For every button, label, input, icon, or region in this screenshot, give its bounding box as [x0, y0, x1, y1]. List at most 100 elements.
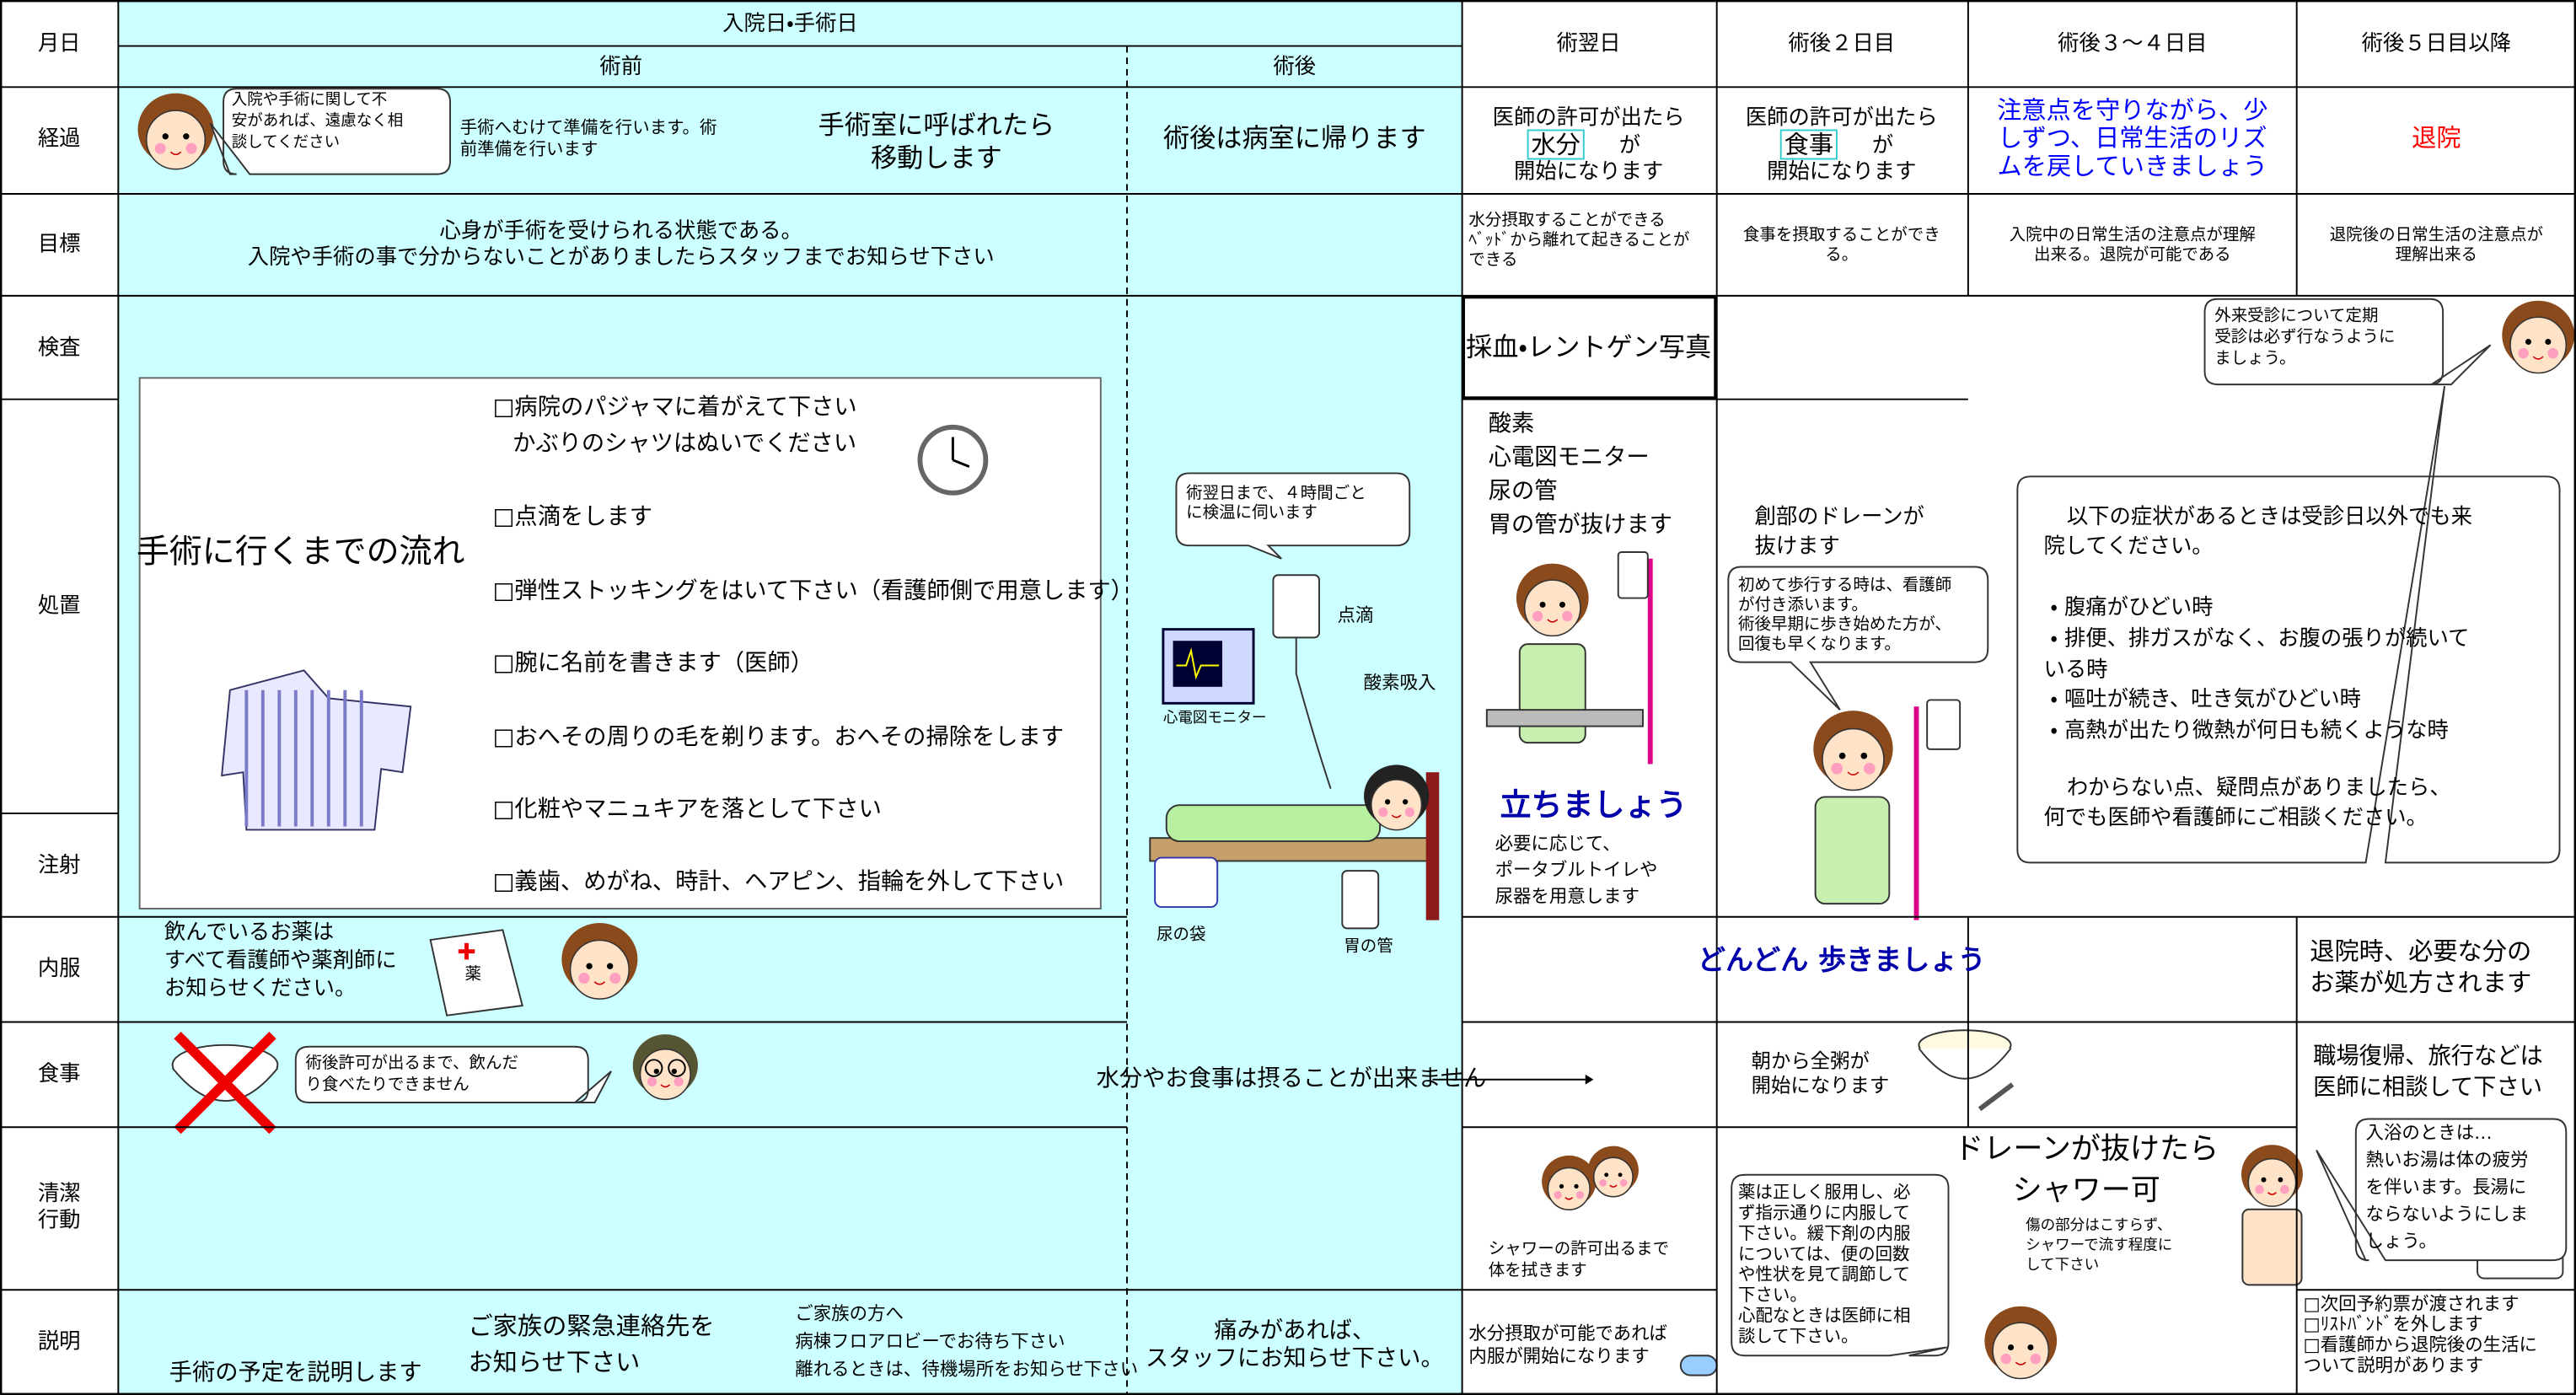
mouth	[1564, 1197, 1574, 1200]
text-line: □看護師から退院後の生活に	[2303, 1335, 2536, 1356]
face	[639, 1048, 691, 1101]
row-label: 目標	[38, 230, 81, 255]
text-line: 前準備を行います	[460, 138, 598, 158]
speech-bubble	[2016, 385, 2561, 864]
cheek	[1831, 762, 1843, 775]
cell-text: ご家族の緊急連絡先をお知らせ下さい	[468, 1312, 714, 1376]
medicine-bag	[429, 929, 523, 1017]
cell-text: 術後は病室に帰ります	[1163, 124, 1426, 154]
text-line: ご家族の方へ	[795, 1303, 904, 1324]
text-line: 手術室に呼ばれたら	[818, 110, 1055, 141]
cell-text: 入院中の日常生活の注意点が理解出来る。退院が可能である	[2010, 224, 2256, 263]
cell-text: 食事	[1784, 130, 1833, 158]
text-line: 談して下さい。	[1738, 1326, 1859, 1346]
cell-text: 退院後の日常生活の注意点が理解出来る	[2330, 224, 2543, 263]
cell-text: 初めて歩行する時は、看護師が付き添います。術後早期に歩き始めた方が、回復も早くな…	[1738, 574, 1951, 652]
cell-text: □病院のパジャマに着がえて下さいかぶりのシャツはぬいでください	[493, 394, 857, 456]
cheek	[647, 1076, 657, 1086]
row-label: 経過	[38, 126, 81, 151]
cheek	[609, 972, 621, 985]
eye	[671, 1068, 678, 1075]
text-line: 病棟フロアロビーでお待ち下さい	[795, 1332, 1065, 1353]
eye	[1838, 752, 1846, 759]
cell-text: 医師の許可が出たら	[1746, 104, 1938, 129]
text-line: お知らせください。	[164, 975, 356, 1001]
cell-text: 薬は正しく服用し、必ず指示通りに内服して下さい。緩下剤の内服については、便の回数…	[1738, 1182, 1911, 1346]
text-line: 離れるときは、待機場所をお知らせ下さい	[795, 1360, 1138, 1381]
glasses	[668, 1059, 686, 1077]
cell-text: 創部のドレーンが抜けます	[1755, 503, 1924, 558]
text-line: 痛みがあれば、	[1214, 1317, 1375, 1343]
text-line: ・ 嘔吐が続き、吐き気がひどい時	[2050, 685, 2361, 711]
cheek	[2000, 1353, 2011, 1365]
cell-text: 心身が手術を受けられる状態である。入院や手術の事で分からないことがありましたらス…	[248, 217, 995, 269]
eye	[2261, 1177, 2267, 1183]
cell-text: 注意点を守りながら、少しずつ、日常生活のリズムを戻していきましょう	[1997, 96, 2267, 180]
mouth	[169, 151, 182, 156]
text-line: ムを戻していきましょう	[1998, 152, 2268, 180]
text-line: 術後許可が出るまで、飲んだ	[306, 1053, 519, 1072]
cell-text: 水分	[1531, 130, 1580, 158]
text-line: 出来る。退院が可能である	[2034, 244, 2231, 264]
face	[1523, 579, 1581, 637]
text-line: お薬が処方されます	[2310, 968, 2531, 997]
text-line: 熱いお湯は体の疲労	[2366, 1150, 2529, 1171]
cheek	[185, 142, 197, 154]
text-line: 内服が開始になります	[1468, 1346, 1649, 1367]
cheek	[1562, 610, 1573, 622]
text-line: ご家族の緊急連絡先を	[468, 1312, 714, 1340]
spoon	[1978, 1082, 2015, 1112]
mouth	[593, 981, 606, 985]
text-line: 安があれば、遠慮なく相	[232, 112, 403, 130]
person-body	[2241, 1208, 2303, 1286]
eye	[2525, 338, 2531, 345]
text-line: 薬は正しく服用し、必	[1738, 1182, 1911, 1202]
eye	[1618, 1172, 1623, 1178]
header-label: 術後５日目以降	[2362, 30, 2511, 56]
eye	[2278, 1177, 2284, 1183]
cheek	[1378, 807, 1388, 818]
cell-text: 胃の管	[1344, 936, 1393, 955]
cheek	[2280, 1184, 2289, 1194]
person-body	[1814, 796, 1891, 905]
text-line: 医師に相談して下さい	[2313, 1074, 2542, 1100]
cell-text: 医師の許可が出たら	[1493, 104, 1685, 129]
text-line: 手術へむけて準備を行います。術	[460, 117, 717, 137]
text-line: 水分摂取することができる	[1468, 210, 1665, 229]
header-label: 術後３〜４日目	[2058, 30, 2207, 56]
cell-text: 心電図モニター	[1163, 710, 1267, 727]
header-label: 術前	[599, 53, 642, 78]
cell-text: □化粧やマニュキアを落として下さい	[493, 797, 882, 823]
cell-text: 開始になります	[1514, 158, 1663, 184]
cell-text: □おへその周りの毛を剃ります。おへその掃除をします	[493, 724, 1064, 750]
text-line: 尿の管	[1489, 477, 1558, 503]
text-line: 体を拭きます	[1489, 1259, 1587, 1279]
mouth	[2267, 1191, 2277, 1195]
header-label: 術翌日	[1557, 30, 1621, 56]
text-line: 心身が手術を受けられる状態である。	[440, 217, 802, 243]
cell-text: 朝から全粥が開始になります	[1752, 1049, 1890, 1097]
text-line: 入院中の日常生活の注意点が理解	[2010, 224, 2256, 244]
face	[145, 110, 207, 170]
text-line: 朝から全粥が	[1752, 1049, 1870, 1072]
cell-text: 退院時、必要な分のお薬が処方されます	[2310, 937, 2531, 997]
face	[1992, 1322, 2050, 1380]
text-line: して下さい	[2026, 1257, 2099, 1274]
mouth	[1547, 619, 1559, 623]
cell-text: 手術室に呼ばれたら移動します	[818, 110, 1055, 174]
speech-bubble	[2203, 298, 2492, 386]
cell-text: 採血・レントゲン写真	[1466, 332, 1711, 362]
text-line: 退院後の日常生活の注意点が	[2330, 224, 2543, 244]
cell-text: 以下の症状があるときは受診日以外でも来院してください。・ 腹痛がひどい時・ 排便…	[2044, 503, 2472, 829]
cheek	[578, 972, 590, 985]
face	[569, 939, 630, 1000]
text-line: る。	[1825, 244, 1858, 264]
cell-text: 水分摂取することができるﾍﾞｯﾄﾞから離れて起きることができる	[1468, 210, 1689, 269]
text-line: 胃の管が抜けます	[1489, 511, 1672, 537]
cell-text: 術翌日まで、４時間ごとに検温に伺います	[1186, 482, 1366, 521]
text-line: 理解出来る	[2396, 244, 2477, 264]
eye	[1604, 1172, 1609, 1178]
text-line: スタッフにお知らせ下さい。	[1146, 1345, 1444, 1371]
cell-text: どんどん 歩きましょう	[1698, 943, 1986, 976]
